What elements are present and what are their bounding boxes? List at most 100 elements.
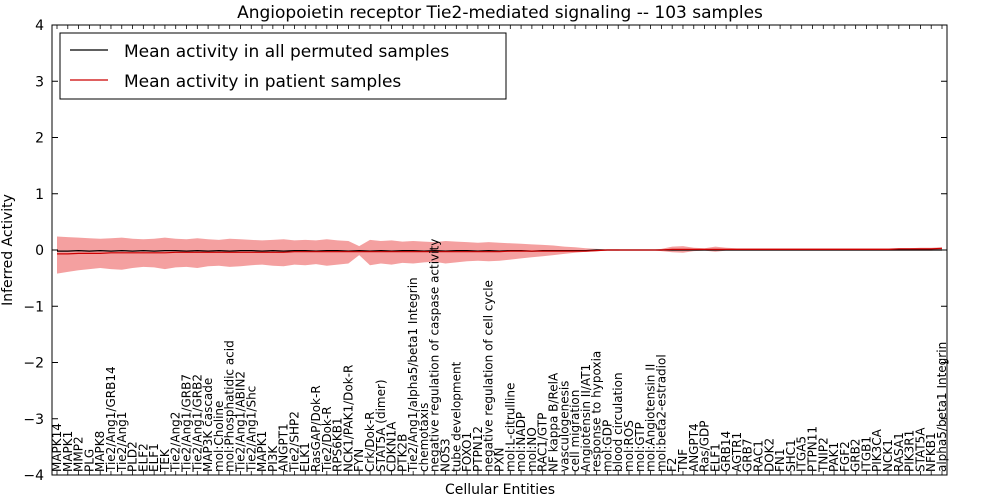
x-tick-label: DOK2: [762, 438, 776, 472]
x-tick-label: ANGPT4: [687, 423, 701, 472]
x-tick-label: GRB2: [849, 438, 863, 472]
x-tick-label: Crk/Dok-R: [363, 411, 377, 472]
y-tick-label: −4: [23, 468, 44, 484]
legend-label-patient: Mean activity in patient samples: [124, 72, 401, 92]
x-tick-label: response to hypoxia: [590, 351, 604, 472]
x-tick-label: MAPK14: [50, 423, 64, 472]
y-axis-label: Inferred Activity: [0, 194, 16, 306]
x-tick-label: RASA1: [892, 432, 906, 472]
x-tick-label: mol:Choline: [212, 401, 226, 472]
y-axis: −4 −3 −2 −1 0 1 2 3 4: [23, 18, 947, 484]
x-tick-label: MMP2: [72, 436, 86, 472]
x-tick-label: STAT5A (dimer): [374, 379, 388, 472]
x-tick-label: NOS3: [439, 438, 453, 472]
x-tick-label: PTPN11: [806, 426, 820, 472]
x-tick-label: negative regulation of caspase activity: [428, 239, 442, 472]
x-tick-label: RPS6KB1: [331, 417, 345, 472]
x-tick-label: AGTR1: [730, 432, 744, 472]
x-tick-label: chemotaxis: [417, 403, 431, 472]
x-tick-label: TNF: [676, 449, 690, 473]
x-tick-label: FGF2: [838, 441, 852, 472]
y-tick-label: 4: [35, 18, 44, 34]
x-tick-label: RAC1: [752, 440, 766, 472]
x-tick-label: SHC1: [784, 439, 798, 472]
x-tick-label: MAP3K cascade: [201, 378, 215, 472]
x-tick-label: negative regulation of cell cycle: [482, 280, 496, 472]
x-tick-label: STAT5A: [913, 427, 927, 472]
x-tick-label: GRB14: [719, 431, 733, 472]
x-tick-label: RAC1/GTP: [536, 413, 550, 472]
x-tick-label: mol:Phosphatidic acid: [223, 340, 237, 472]
y-tick-label: −3: [23, 412, 44, 428]
y-tick-label: 3: [35, 74, 44, 90]
x-tick-label: TEK: [158, 448, 172, 473]
x-axis-label: Cellular Entities: [445, 482, 555, 498]
series-line-patient: [57, 247, 943, 255]
x-tick-label: Tie2/Ang1: [115, 412, 129, 473]
confidence-band-layer: [57, 236, 942, 274]
x-tick-label: Tie2/Ang1/alpha5/beta1 Integrin: [406, 277, 420, 473]
x-tick-label: ITGA5: [795, 436, 809, 472]
x-tick-label: TNIP2: [816, 437, 830, 473]
series-line-layer: [57, 247, 943, 255]
x-tick-label: MAPK1: [61, 431, 75, 472]
x-tick-label: mol:ROS: [622, 420, 636, 472]
x-tick-label: PIK3R1: [903, 430, 917, 472]
x-tick-label: NF kappa B/RelA: [547, 372, 561, 472]
legend: Mean activity in all permuted samples Me…: [59, 32, 507, 100]
x-tick-label: mol:GTP: [633, 422, 647, 472]
x-tick-label: PTPN12: [471, 426, 485, 472]
y-tick-label: −1: [23, 299, 44, 315]
x-tick-label: RasGAP/Dok-R: [309, 385, 323, 472]
x-axis: MAPK14MAPK1MMP2PLGMAPK8Tie2/Ang1/GRB14Ti…: [50, 25, 949, 475]
x-tick-label: MAPK8: [93, 431, 107, 472]
x-tick-label: ELK1: [298, 442, 312, 472]
y-tick-label: 1: [35, 187, 44, 203]
y-tick-label: 2: [35, 131, 44, 147]
x-tick-label: ELF1: [708, 443, 722, 472]
x-tick-label: mol:NO: [525, 427, 539, 472]
x-tick-label: FYN: [352, 449, 366, 472]
y-tick-label: −2: [23, 356, 44, 372]
x-tick-label: Tie2/Ang1/GRB7: [180, 374, 194, 473]
x-tick-label: ELF1: [147, 443, 161, 472]
x-tick-label: MAPK1: [255, 431, 269, 472]
legend-box: [59, 32, 507, 100]
chart-title: Angiopoietin receptor Tie2-mediated sign…: [237, 3, 763, 23]
x-tick-label: FN1: [773, 448, 787, 472]
x-tick-label: ITGB1: [860, 436, 874, 472]
x-tick-label: PI3K: [266, 445, 280, 472]
x-tick-label: vasculogenesis: [557, 381, 571, 472]
x-tick-label: PAK1: [827, 442, 841, 472]
x-tick-label: FOXO1: [460, 432, 474, 472]
x-tick-label: blood circulation: [611, 372, 625, 472]
x-tick-label: mol:Angiotensin II: [644, 364, 658, 472]
x-tick-label: ELF2: [136, 443, 150, 472]
x-tick-label: GRB7: [741, 438, 755, 472]
x-tick-label: ANGPT1: [277, 423, 291, 472]
x-tick-label: PTK2B: [395, 434, 409, 472]
x-tick-label: Tie2/Ang1/GRB14: [104, 366, 118, 473]
x-tick-label: mol:beta2-estradiol: [654, 354, 668, 472]
x-tick-label: tube development: [449, 361, 463, 472]
x-tick-label: Tie2/Dok-R: [320, 406, 334, 473]
x-tick-label: cell migration: [568, 390, 582, 472]
confidence-band: [57, 236, 942, 274]
x-tick-label: mol:L-citrulline: [503, 383, 517, 472]
x-tick-label: CDKN1A: [385, 421, 399, 472]
x-tick-label: PIK3CA: [870, 428, 884, 472]
x-tick-label: Angiotensin II/AT1: [579, 364, 593, 472]
x-tick-label: F2: [665, 457, 679, 472]
x-tick-label: Tie2/SHP2: [287, 411, 301, 473]
x-tick-label: Tie2/Ang1/Shc: [244, 386, 258, 473]
x-tick-label: NFKB1: [924, 432, 938, 472]
x-tick-label: NCK1: [881, 439, 895, 472]
x-tick-label: PXN: [493, 448, 507, 472]
x-tick-label: PLD2: [126, 441, 140, 472]
x-tick-label: Tie2/Ang1/ABIN2: [234, 371, 248, 473]
x-tick-label: PLG: [82, 449, 96, 472]
x-tick-label: Tie2/Ang2: [169, 412, 183, 473]
x-tick-label: mol:NADP: [514, 412, 528, 472]
x-tick-label: mol:GDP: [600, 420, 614, 472]
